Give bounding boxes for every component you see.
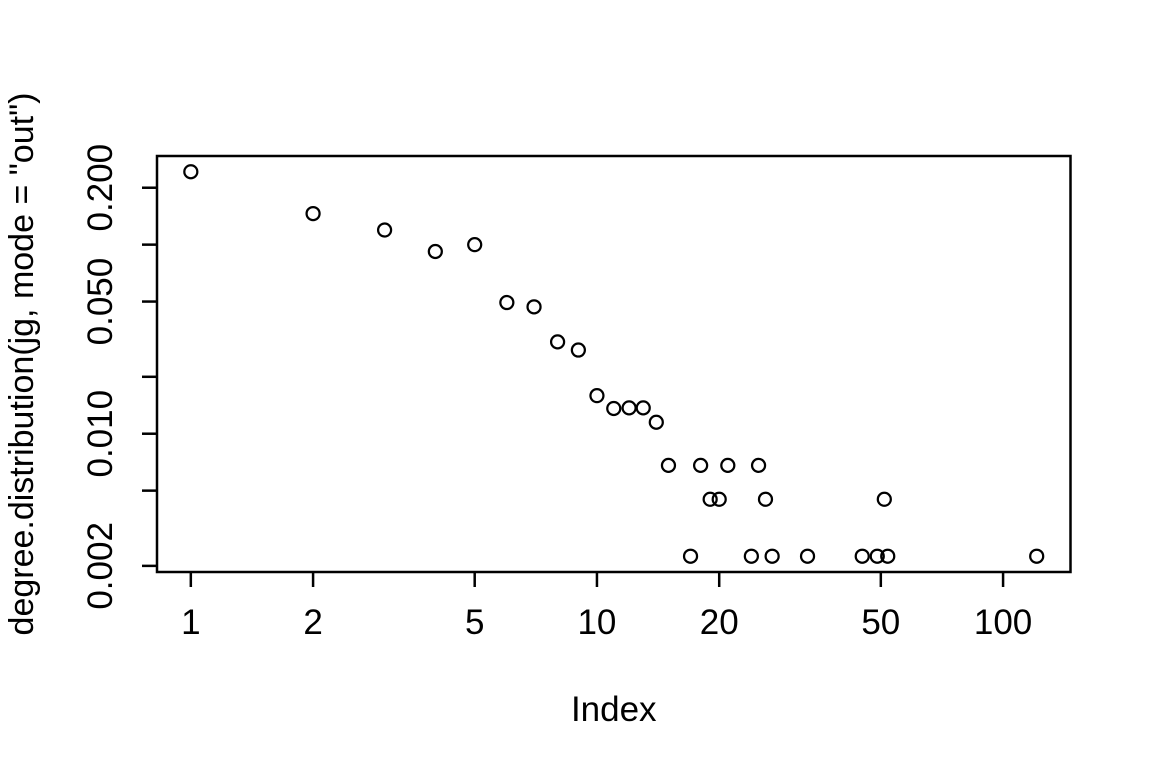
x-tick-label: 2 <box>303 603 322 642</box>
data-point <box>570 342 586 358</box>
data-point <box>869 548 885 564</box>
y-axis-label: degree.distribution(jg, mode = "out") <box>3 93 41 636</box>
y-tick-label: 0.002 <box>81 522 120 610</box>
data-point <box>376 222 393 238</box>
data-point <box>750 457 767 474</box>
data-point <box>682 548 699 564</box>
data-point <box>467 237 483 253</box>
data-point <box>1029 548 1045 564</box>
data-point <box>880 548 896 564</box>
data-point <box>764 548 780 564</box>
plot-frame <box>155 154 1072 574</box>
data-point <box>702 491 718 507</box>
x-axis: 1 2 5 10 20 50 100 <box>181 572 1032 642</box>
y-tick-label: 0.200 <box>81 144 120 232</box>
data-point <box>305 205 321 222</box>
x-tick-label: 20 <box>700 603 739 642</box>
y-tick-label: 0.050 <box>81 258 120 346</box>
data-point <box>635 400 651 416</box>
data-point <box>660 457 677 474</box>
x-tick-label: 100 <box>974 603 1032 642</box>
x-tick-label: 10 <box>577 603 616 642</box>
data-point <box>692 457 709 474</box>
data-point <box>711 491 727 507</box>
y-axis: 0.200 0.050 0.010 0.002 <box>81 144 157 610</box>
x-tick-label: 5 <box>465 603 484 642</box>
data-point <box>526 299 542 315</box>
data-point <box>757 491 774 507</box>
data-point <box>549 334 566 350</box>
data-point <box>589 388 605 404</box>
data-point <box>799 548 816 564</box>
data-point <box>876 491 892 507</box>
data-point <box>427 243 443 260</box>
data-point <box>854 548 870 564</box>
data-point <box>606 400 622 417</box>
x-axis-label: Index <box>571 690 657 729</box>
data-point <box>621 400 637 416</box>
data-point <box>499 294 515 311</box>
x-tick-label: 1 <box>181 603 200 642</box>
data-point <box>648 414 664 430</box>
y-tick-label: 0.010 <box>81 390 120 478</box>
data-point <box>743 548 759 564</box>
x-tick-label: 50 <box>861 603 900 642</box>
data-points <box>183 164 1045 564</box>
data-point <box>183 164 199 180</box>
data-point <box>720 457 736 474</box>
